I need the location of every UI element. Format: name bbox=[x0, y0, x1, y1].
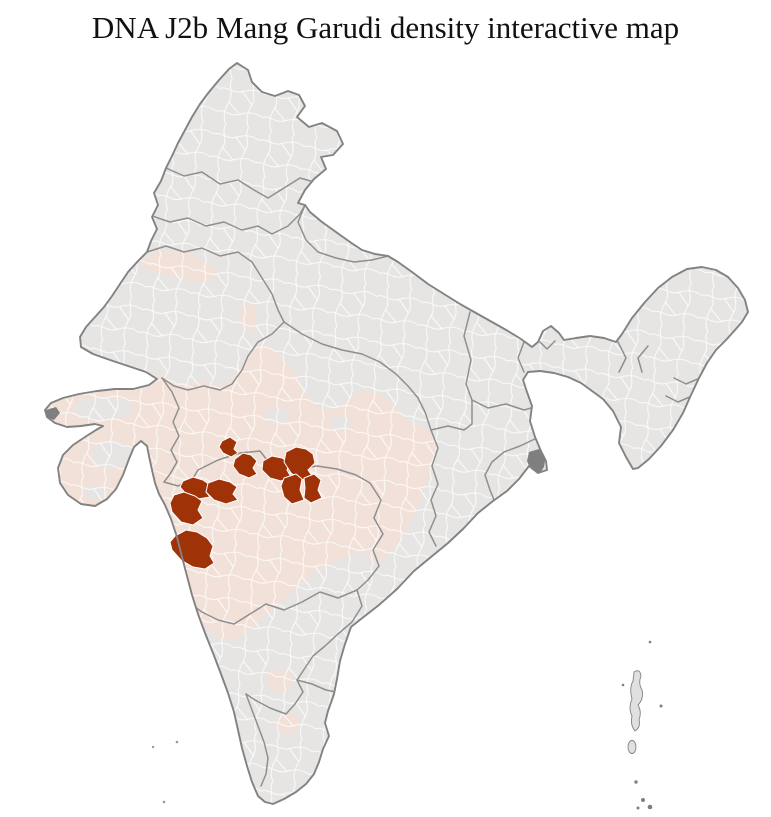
district-high-density[interactable] bbox=[283, 446, 316, 481]
district-high-density[interactable] bbox=[303, 473, 323, 504]
rann-of-kutch-patch bbox=[46, 407, 60, 420]
country-outline bbox=[44, 62, 749, 805]
district-high-density[interactable] bbox=[218, 436, 239, 458]
district-high-density[interactable] bbox=[280, 473, 305, 505]
andaman-nicobar-islands[interactable] bbox=[621, 640, 663, 810]
district-high-density[interactable] bbox=[169, 491, 204, 526]
district-high-density[interactable] bbox=[232, 452, 258, 479]
lakshadweep-islands[interactable] bbox=[151, 740, 179, 804]
map-title: DNA J2b Mang Garudi density interactive … bbox=[91, 10, 680, 45]
high-density-districts[interactable] bbox=[169, 436, 323, 570]
district-high-density[interactable] bbox=[169, 529, 215, 570]
district-high-density[interactable] bbox=[205, 478, 239, 505]
